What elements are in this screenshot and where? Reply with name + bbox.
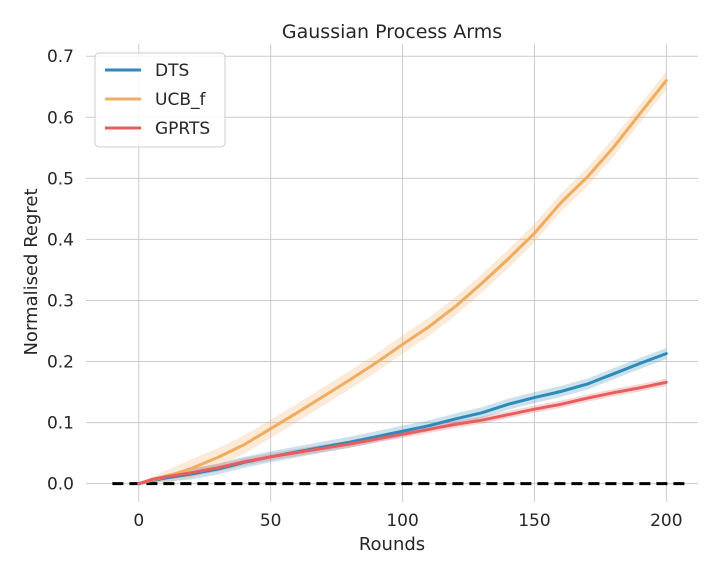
legend-box <box>94 52 226 148</box>
x-tick-label: 0 <box>133 511 144 531</box>
line-ucb-f <box>137 79 668 486</box>
chart-title: Gaussian Process Arms <box>282 21 502 43</box>
y-tick-label: 0.4 <box>47 230 74 250</box>
tick-labels: 0 50 100 150 200 0.0 0.1 0.2 0.3 0.4 0.5 0.6 0.7 <box>47 47 683 531</box>
y-tick-label: 0.3 <box>47 291 74 311</box>
x-tick-label: 200 <box>650 511 682 531</box>
y-tick-label: 0.2 <box>47 353 74 373</box>
legend: DTS UCB_f GPRTS <box>94 52 226 148</box>
y-tick-label: 0.6 <box>47 108 74 128</box>
y-tick-label: 0.1 <box>47 414 74 434</box>
y-tick-label: 0.7 <box>47 47 74 67</box>
y-axis-label: Normalised Regret <box>21 188 42 355</box>
legend-label-dts: DTS <box>155 61 189 81</box>
y-tick-label: 0.0 <box>47 475 74 495</box>
x-axis-label: Rounds <box>359 534 425 555</box>
x-tick-label: 150 <box>518 511 550 531</box>
x-tick-label: 100 <box>386 511 418 531</box>
band-dts <box>138 348 667 484</box>
legend-label-ucb-f: UCB_f <box>155 90 206 110</box>
line-gprts <box>137 380 668 486</box>
legend-label-gprts: GPRTS <box>155 119 210 139</box>
series-lines <box>137 79 668 486</box>
y-tick-label: 0.5 <box>47 169 74 189</box>
x-tick-label: 50 <box>260 511 282 531</box>
